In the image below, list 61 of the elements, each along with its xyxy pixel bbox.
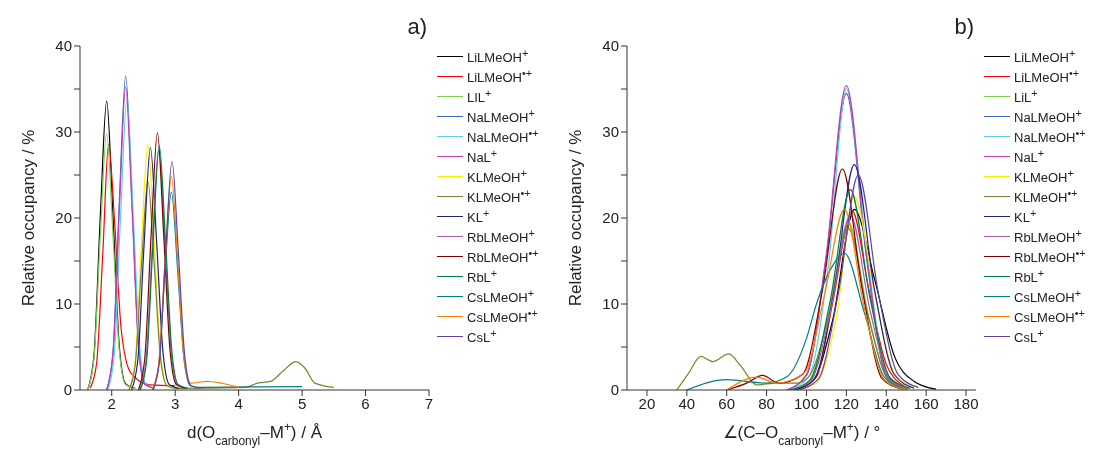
x-tick-label: 120: [833, 394, 859, 412]
x-tick-label: 6: [361, 394, 370, 412]
legend-label: NaLMeOH$^{•+}$: [1014, 126, 1086, 146]
x-tick-label: 60: [718, 394, 736, 412]
x-axis-title: d(O$_{carbonyl}$–M$^{+}$) / Å: [186, 420, 323, 448]
x-tick-label: 2: [107, 394, 116, 412]
legend-label: RbL$^{+}$: [1014, 266, 1045, 286]
legend-label: RbL$^{+}$: [467, 266, 498, 286]
legend-label: CsLMeOH$^{+}$: [467, 286, 535, 306]
legend-label: LiLMeOH$^{+}$: [467, 46, 529, 66]
legend-label: CsLMeOH$^{+}$: [1014, 286, 1082, 306]
legend-label: KLMeOH$^{+}$: [1014, 166, 1074, 186]
y-tick-label: 30: [55, 123, 72, 141]
legend-label: NaLMeOH$^{•+}$: [467, 126, 539, 146]
x-tick-label: 3: [171, 394, 180, 412]
legend-label: LiLMeOH$^{+}$: [1014, 46, 1076, 66]
legend-label: CsLMeOH$^{•+}$: [467, 306, 538, 326]
x-tick-label: 7: [424, 394, 434, 412]
y-tick-label: 20: [55, 209, 72, 227]
legend-label: NaL$^{+}$: [467, 146, 498, 166]
legend-label: KL$^{+}$: [1014, 206, 1037, 226]
legend-label: RbLMeOH$^{•+}$: [1014, 246, 1086, 266]
chart-title: a): [407, 14, 427, 40]
legend-label: NaLMeOH$^{+}$: [467, 106, 535, 126]
y-axis-title: Relative occupancy / %: [19, 129, 38, 307]
y-tick-label: 20: [602, 209, 619, 227]
y-tick-label: 40: [602, 37, 619, 55]
x-tick-label: 100: [793, 394, 819, 412]
x-tick-label: 80: [758, 394, 775, 412]
x-tick-label: 5: [297, 394, 307, 412]
y-tick-label: 10: [602, 295, 619, 313]
legend-label: KLMeOH$^{+}$: [467, 166, 527, 186]
x-tick-label: 20: [638, 394, 656, 412]
y-tick-label: 0: [610, 381, 619, 399]
y-tick-label: 30: [602, 123, 619, 141]
legend-label: NaL$^{+}$: [1014, 146, 1045, 166]
legend-label: RbLMeOH$^{+}$: [467, 226, 535, 246]
y-tick-label: 40: [55, 37, 72, 55]
legend-label: LiLMeOH$^{•+}$: [467, 66, 533, 86]
legend-label: KLMeOH$^{•+}$: [467, 186, 531, 206]
chart-title: b): [954, 14, 974, 40]
x-tick-label: 180: [953, 394, 979, 412]
x-tick-label: 4: [234, 394, 243, 412]
x-tick-label: 40: [678, 394, 696, 412]
legend-label: RbLMeOH$^{+}$: [1014, 226, 1082, 246]
legend-label: KL$^{+}$: [467, 206, 490, 226]
legend-label: CsL$^{+}$: [1014, 326, 1044, 346]
x-tick-label: 140: [873, 394, 899, 412]
x-tick-label: 160: [913, 394, 939, 412]
x-axis-title: ∠(C–O$_{carbonyl}$–M$^{+}$) / °: [722, 420, 881, 448]
y-tick-label: 0: [63, 381, 72, 399]
legend-label: NaLMeOH$^{+}$: [1014, 106, 1082, 126]
legend-label: CsLMeOH$^{•+}$: [1014, 306, 1085, 326]
legend-label: CsL$^{+}$: [467, 326, 497, 346]
y-axis-title: Relative occupancy / %: [566, 129, 585, 307]
legend-label: KLMeOH$^{•+}$: [1014, 186, 1078, 206]
legend-label: LIL$^{+}$: [467, 86, 492, 106]
legend-label: LiL$^{+}$: [1014, 86, 1038, 106]
legend-label: RbLMeOH$^{•+}$: [467, 246, 539, 266]
y-tick-label: 10: [55, 295, 72, 313]
legend-label: LiLMeOH$^{•+}$: [1014, 66, 1080, 86]
